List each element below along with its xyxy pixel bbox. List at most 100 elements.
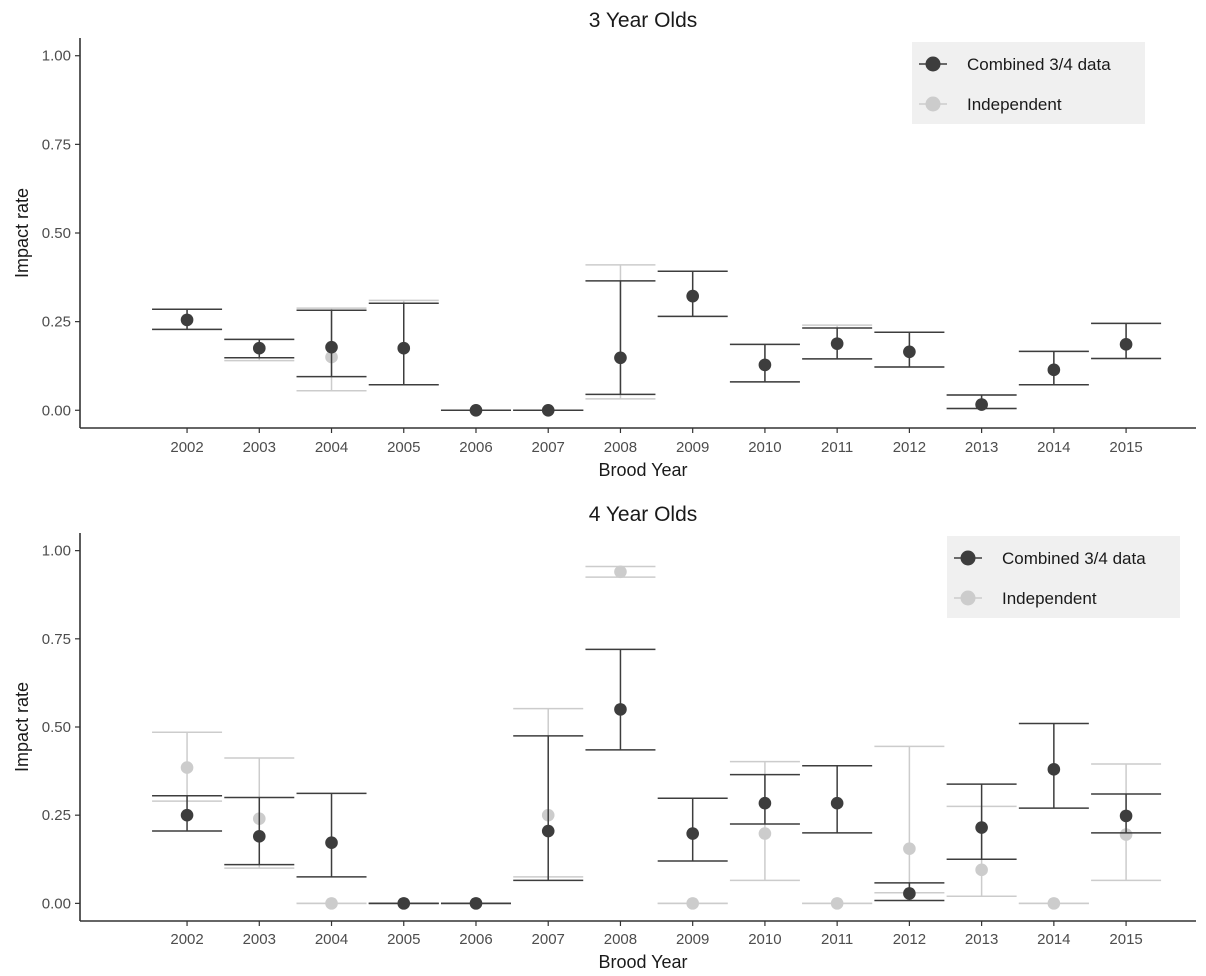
chart-title: 3 Year Olds [589,9,698,32]
legend-label: Combined 3/4 data [1002,549,1146,568]
legend-label: Independent [1002,589,1097,608]
data-point [1047,363,1061,377]
series-combined [152,648,1162,910]
x-tick-label: 2008 [604,439,637,456]
y-tick-label: 0.50 [42,719,71,736]
x-axis-title: Brood Year [598,952,687,972]
data-point [1119,338,1133,351]
legend: Combined 3/4 data Independent [912,42,1145,124]
x-tick-label: 2004 [315,439,348,456]
data-point [614,351,627,365]
y-tick-label: 0.50 [42,225,71,242]
y-tick-label: 1.00 [42,48,71,65]
data-point [180,761,194,774]
chart-panel-1: 3 Year Olds 0.00 0.25 0.50 0.75 1.00 2002 2003 2… [12,9,1196,480]
x-tick-label: 2002 [170,439,203,456]
data-point [252,830,266,843]
x-tick-label: 2014 [1037,931,1070,948]
data-point [469,403,483,417]
data-point [1047,763,1061,776]
data-point [325,340,338,354]
data-point [614,703,627,716]
x-tick-label: 2010 [748,439,781,456]
data-point [325,836,338,849]
legend-key-point [925,96,941,112]
x-tick-label: 2013 [965,439,998,456]
data-point [397,897,411,910]
x-tick-label: 2013 [965,931,998,948]
legend-background [947,536,1180,618]
data-point [975,398,988,411]
x-tick-label: 2014 [1037,439,1070,456]
data-point [830,796,844,810]
data-point [830,897,844,910]
chart-panel-2: 4 Year Olds 0.00 0.25 0.50 0.75 1.00 2002 2003 2… [12,503,1196,972]
data-point [903,887,916,900]
y-axis-title: Impact rate [12,188,32,278]
x-tick-label: 2015 [1109,439,1142,456]
x-tick-label: 2007 [532,439,565,456]
data-point [758,827,772,840]
y-tick-label: 1.00 [42,543,71,560]
data-point [686,289,699,303]
data-point [252,341,266,355]
x-tick-label: 2012 [893,931,926,948]
data-point [758,796,772,810]
x-tick-label: 2007 [532,931,565,948]
x-tick-label: 2011 [821,931,853,948]
data-point [686,897,699,910]
legend-key-point [960,590,976,606]
series-independent [152,264,1162,417]
x-tick-label: 2010 [748,931,781,948]
data-point [325,897,338,910]
data-point [830,337,844,350]
x-tick-label: 2006 [459,931,492,948]
x-tick-label: 2005 [387,439,420,456]
x-tick-label: 2009 [676,439,709,456]
data-point [180,808,194,822]
y-tick-label: 0.25 [42,314,71,331]
data-point [397,341,411,355]
y-tick-label: 0.75 [42,136,71,153]
data-point [541,824,555,838]
data-point [1119,809,1133,823]
legend: Combined 3/4 data Independent [947,536,1180,618]
data-point [614,565,627,579]
legend-background [912,42,1145,124]
series-combined [152,270,1162,417]
data-point [469,897,483,910]
legend-key-point [925,56,941,72]
data-point [758,358,772,372]
data-point [1119,828,1133,841]
y-tick-label: 0.00 [42,402,71,419]
x-axis-title: Brood Year [598,460,687,480]
chart-title: 4 Year Olds [589,503,698,526]
y-tick-label: 0.25 [42,807,71,824]
x-tick-label: 2006 [459,439,492,456]
x-tick-label: 2012 [893,439,926,456]
legend-label: Independent [967,95,1062,114]
data-point [1047,897,1061,910]
y-axis-title: Impact rate [12,682,32,772]
data-point [686,827,699,840]
data-point [180,313,194,327]
legend-label: Combined 3/4 data [967,55,1111,74]
y-tick-label: 0.00 [42,895,71,912]
y-tick-label: 0.75 [42,631,71,648]
data-point [903,345,916,359]
legend-key-point [960,550,976,566]
x-tick-label: 2005 [387,931,420,948]
x-tick-label: 2004 [315,931,348,948]
x-tick-label: 2003 [243,931,276,948]
x-tick-label: 2003 [243,439,276,456]
x-tick-label: 2008 [604,931,637,948]
data-point [975,863,988,877]
x-tick-label: 2011 [821,439,853,456]
x-tick-label: 2009 [676,931,709,948]
x-tick-label: 2015 [1109,931,1142,948]
data-point [541,403,555,417]
data-point [903,842,916,855]
data-point [975,821,988,834]
x-tick-label: 2002 [170,931,203,948]
